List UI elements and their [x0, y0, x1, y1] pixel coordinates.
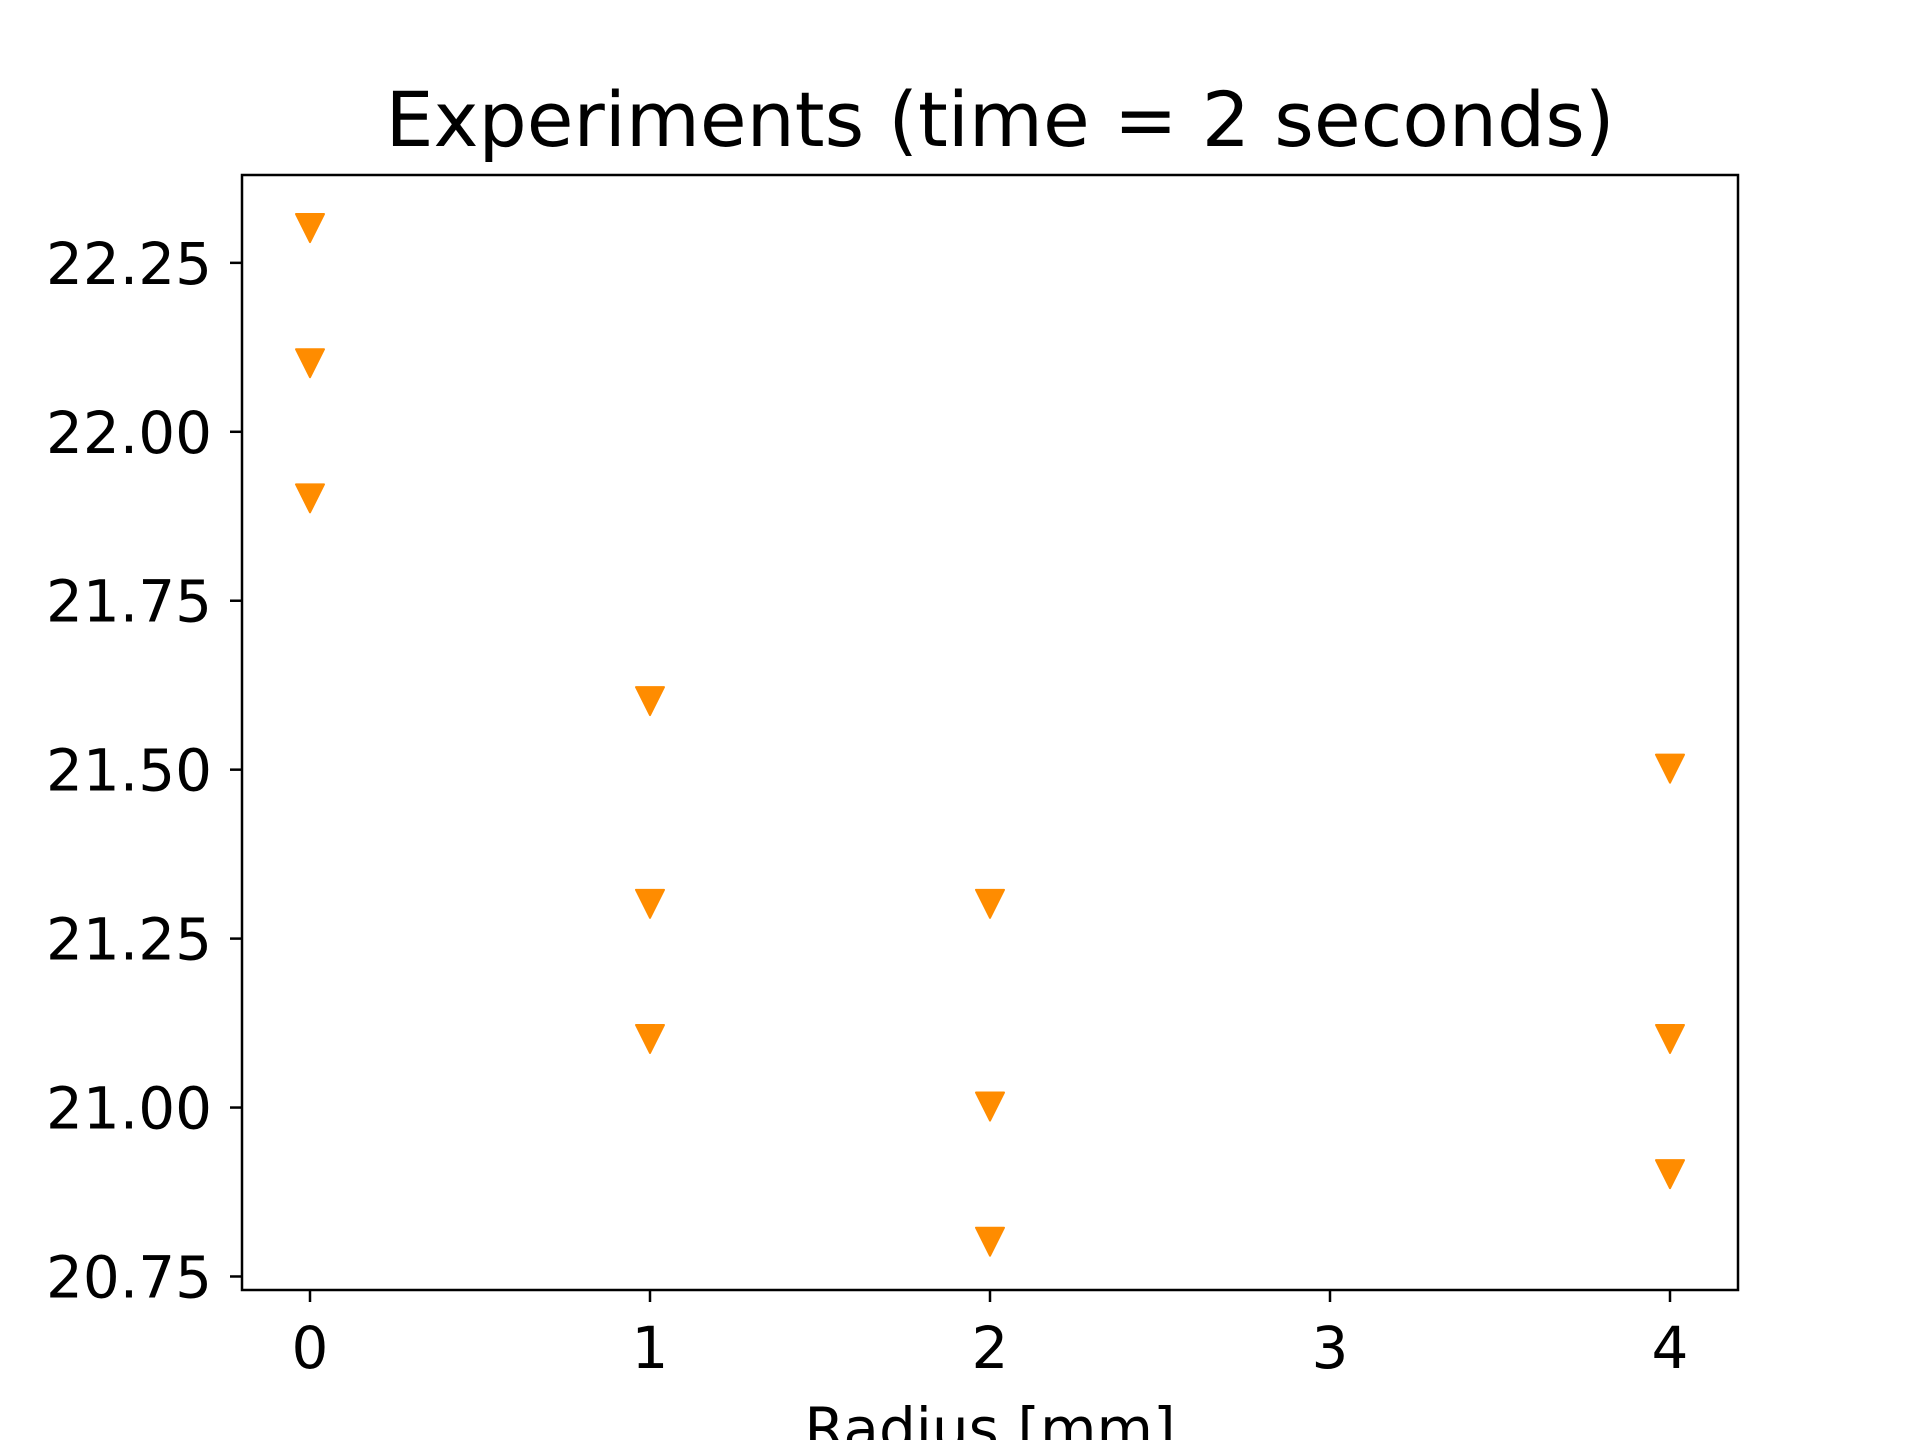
chart-title: Experiments (time = 2 seconds) [385, 75, 1614, 164]
y-tick-label: 21.50 [46, 737, 212, 805]
data-point-marker [635, 1023, 665, 1054]
y-tick-label: 20.75 [46, 1243, 212, 1311]
x-axis-label: Radius [mm] [804, 1395, 1175, 1440]
y-tick-label: 22.00 [46, 399, 212, 467]
x-axis-ticks: 0 1 2 3 4 [292, 1290, 1689, 1382]
data-point-marker [295, 483, 325, 514]
data-point-marker [635, 686, 665, 717]
x-tick-label: 2 [972, 1314, 1009, 1382]
data-point-marker [635, 888, 665, 919]
data-point-marker [975, 1091, 1005, 1122]
y-tick-label: 21.00 [46, 1075, 212, 1143]
y-tick-label: 22.25 [46, 230, 212, 298]
x-tick-label: 1 [632, 1314, 669, 1382]
plot-area-frame [240, 173, 1740, 1292]
data-point-marker [1655, 1159, 1685, 1190]
data-point-marker [295, 348, 325, 379]
data-point-marker [975, 1226, 1005, 1257]
x-tick-label: 4 [1652, 1314, 1689, 1382]
y-tick-label: 21.75 [46, 568, 212, 636]
x-tick-label: 3 [1312, 1314, 1349, 1382]
data-points [295, 213, 1685, 1257]
y-tick-label: 21.25 [46, 906, 212, 974]
data-point-marker [1655, 753, 1685, 784]
data-point-marker [295, 213, 325, 244]
x-tick-label: 0 [292, 1314, 329, 1382]
data-point-marker [975, 888, 1005, 919]
y-axis-ticks: 20.75 21.00 21.25 21.50 21.75 22.00 22.25 [46, 230, 242, 1311]
data-point-marker [1655, 1023, 1685, 1054]
